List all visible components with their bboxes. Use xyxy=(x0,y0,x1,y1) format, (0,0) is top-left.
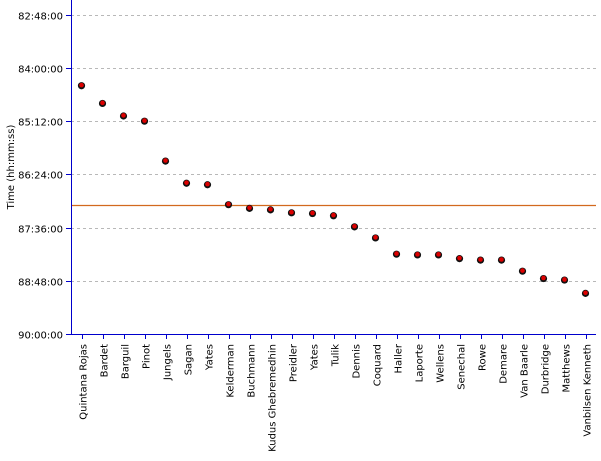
data-point-fill xyxy=(121,113,126,118)
data-point xyxy=(392,250,401,258)
data-point xyxy=(371,234,380,242)
data-point-fill xyxy=(373,235,378,240)
data-point xyxy=(77,82,86,90)
y-tick-label: 82:48:00 xyxy=(18,12,63,23)
data-point xyxy=(182,179,191,187)
x-tick-label: Rowe xyxy=(478,344,489,371)
y-tick-label: 88:48:00 xyxy=(18,278,63,289)
data-point xyxy=(266,206,275,214)
data-point xyxy=(161,157,170,165)
x-tick-label: Van Baarle xyxy=(520,344,531,398)
x-tick-label: Yates xyxy=(310,344,321,371)
x-tick-label: Coquard xyxy=(373,344,384,386)
data-point-fill xyxy=(394,251,399,256)
x-tick-label: Matthews xyxy=(562,344,573,392)
data-point-fill xyxy=(541,275,546,281)
x-tick-label: Yates xyxy=(205,344,216,371)
x-tick-labels: Quintana Rojas Bardet Barguil Pinot Jungels S… xyxy=(79,334,594,452)
data-point-fill xyxy=(268,206,273,212)
data-point-fill xyxy=(310,210,315,216)
data-point-fill xyxy=(583,290,588,296)
data-point-fill xyxy=(499,257,504,262)
data-point-fill xyxy=(142,118,147,123)
data-point xyxy=(119,112,128,120)
data-point xyxy=(224,201,233,209)
data-point-fill xyxy=(205,181,210,187)
data-point xyxy=(203,181,212,189)
x-tick-label: Demare xyxy=(499,344,510,384)
data-point-fill xyxy=(520,268,525,273)
data-point-fill xyxy=(163,158,168,163)
data-point xyxy=(518,267,527,275)
x-tick-label: Jungels xyxy=(163,344,174,381)
data-point xyxy=(455,255,464,263)
data-point xyxy=(497,256,506,264)
data-point-fill xyxy=(415,252,420,257)
x-tick-label: Bardet xyxy=(100,344,111,377)
data-point-fill xyxy=(184,180,189,185)
y-tick-labels: 82:48:00 84:00:00 85:12:00 86:24:00 87:36:00… xyxy=(18,12,71,342)
x-tick-label: Kudus Ghebremedhin xyxy=(268,344,279,452)
x-tick-label: Senechal xyxy=(457,344,468,390)
data-point xyxy=(308,209,317,218)
data-point xyxy=(413,251,422,259)
data-point xyxy=(350,223,359,231)
x-tick-label: Quintana Rojas xyxy=(79,344,90,420)
x-tick-label: Barguil xyxy=(121,344,132,379)
data-point xyxy=(476,256,485,264)
x-tick-label: Laporte xyxy=(415,344,426,382)
data-point xyxy=(287,209,296,217)
data-point-fill xyxy=(352,223,357,229)
data-point-fill xyxy=(436,252,441,257)
data-point xyxy=(560,276,569,284)
data-point xyxy=(140,117,149,125)
data-points xyxy=(77,82,590,297)
data-point-fill xyxy=(226,201,231,207)
x-tick-label: Durbridge xyxy=(541,344,552,394)
data-point xyxy=(539,274,548,283)
x-tick-label: Pinot xyxy=(142,344,153,369)
x-tick-label: Wellens xyxy=(436,344,447,383)
y-axis-title: Time (hh:mm:ss) xyxy=(6,125,17,211)
x-tick-label: Dennis xyxy=(352,344,363,379)
x-tick-label: Buchmann xyxy=(247,344,258,398)
x-tick-label: Preidler xyxy=(289,343,300,382)
data-point-fill xyxy=(79,82,84,88)
y-tick-label: 90:00:00 xyxy=(18,331,63,342)
data-point-fill xyxy=(289,209,294,215)
x-tick-label: Sagan xyxy=(184,344,195,375)
x-tick-label: Tulik xyxy=(331,344,342,367)
data-point-fill xyxy=(331,212,336,218)
data-point-fill xyxy=(478,257,483,262)
y-tick-label: 87:36:00 xyxy=(18,225,63,236)
data-point-fill xyxy=(100,100,105,106)
data-point xyxy=(434,251,443,259)
y-tick-label: 85:12:00 xyxy=(18,118,63,129)
x-tick-label: Haller xyxy=(394,343,405,373)
data-point xyxy=(98,99,107,108)
y-tick-label: 86:24:00 xyxy=(18,171,63,182)
gridlines xyxy=(71,15,596,335)
data-point-fill xyxy=(562,277,567,282)
data-point xyxy=(245,204,254,212)
x-tick-label: Vanbilsen Kenneth xyxy=(583,344,594,437)
y-tick-label: 84:00:00 xyxy=(18,65,63,76)
data-point-fill xyxy=(247,205,252,211)
x-tick-label: Kelderman xyxy=(226,344,237,398)
data-point xyxy=(329,212,338,220)
data-point-fill xyxy=(457,255,462,261)
data-point xyxy=(581,289,590,297)
